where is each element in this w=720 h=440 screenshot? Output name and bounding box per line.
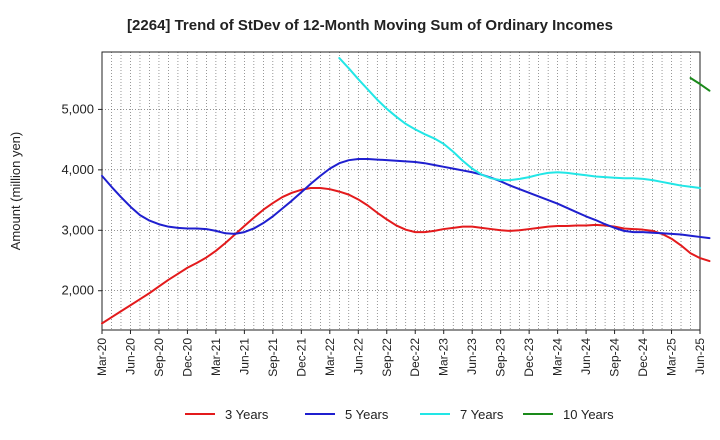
chart-title: [2264] Trend of StDev of 12-Month Moving… [127,17,613,34]
plot-area [102,52,700,330]
x-tick-label: Sep-22 [380,338,394,377]
x-tick-label: Mar-25 [665,338,679,376]
x-tick-label: Mar-24 [551,338,565,376]
x-tick-label: Jun-20 [123,338,137,375]
x-tick-label: Sep-20 [152,338,166,377]
x-tick-label: Sep-21 [266,338,280,377]
x-tick-label: Sep-24 [608,338,622,377]
x-tick-label: Dec-23 [522,338,536,377]
y-axis-ticks: 2,000 3,000 4,000 5,000 [61,101,102,298]
series-lines [101,57,711,325]
series-line-5-years [101,157,711,240]
x-tick-label: Jun-24 [579,338,593,375]
x-axis-ticks: Mar-20 Jun-20 Sep-20 Dec-20 Mar-21 Jun-21 Sep-… [95,330,707,377]
legend: 3 Years 5 Years 7 Years 10 Years [185,407,614,422]
y-tick-label: 5,000 [61,101,94,116]
y-tick-label: 2,000 [61,283,94,298]
legend-label: 10 Years [563,407,614,422]
x-tick-label: Dec-24 [636,338,650,377]
series-line-10-years [689,76,711,92]
x-tick-label: Dec-21 [294,338,308,377]
x-tick-label: Jun-21 [237,338,251,375]
legend-label: 5 Years [345,407,389,422]
x-tick-label: Sep-23 [494,338,508,377]
x-tick-label: Mar-21 [209,338,223,376]
x-tick-label: Mar-22 [323,338,337,376]
x-tick-label: Jun-25 [693,338,707,375]
x-tick-label: Mar-20 [95,338,109,376]
x-tick-label: Jun-22 [351,338,365,375]
y-tick-label: 4,000 [61,162,94,177]
y-axis-label: Amount (million yen) [8,132,23,251]
x-tick-label: Jun-23 [465,338,479,375]
x-tick-label: Dec-22 [408,338,422,377]
y-tick-label: 3,000 [61,222,94,237]
plot-frame [101,51,701,331]
legend-label: 3 Years [225,407,269,422]
legend-label: 7 Years [460,407,504,422]
x-tick-label: Mar-23 [437,338,451,376]
x-tick-label: Dec-20 [180,338,194,377]
series-line-7-years [338,57,701,189]
